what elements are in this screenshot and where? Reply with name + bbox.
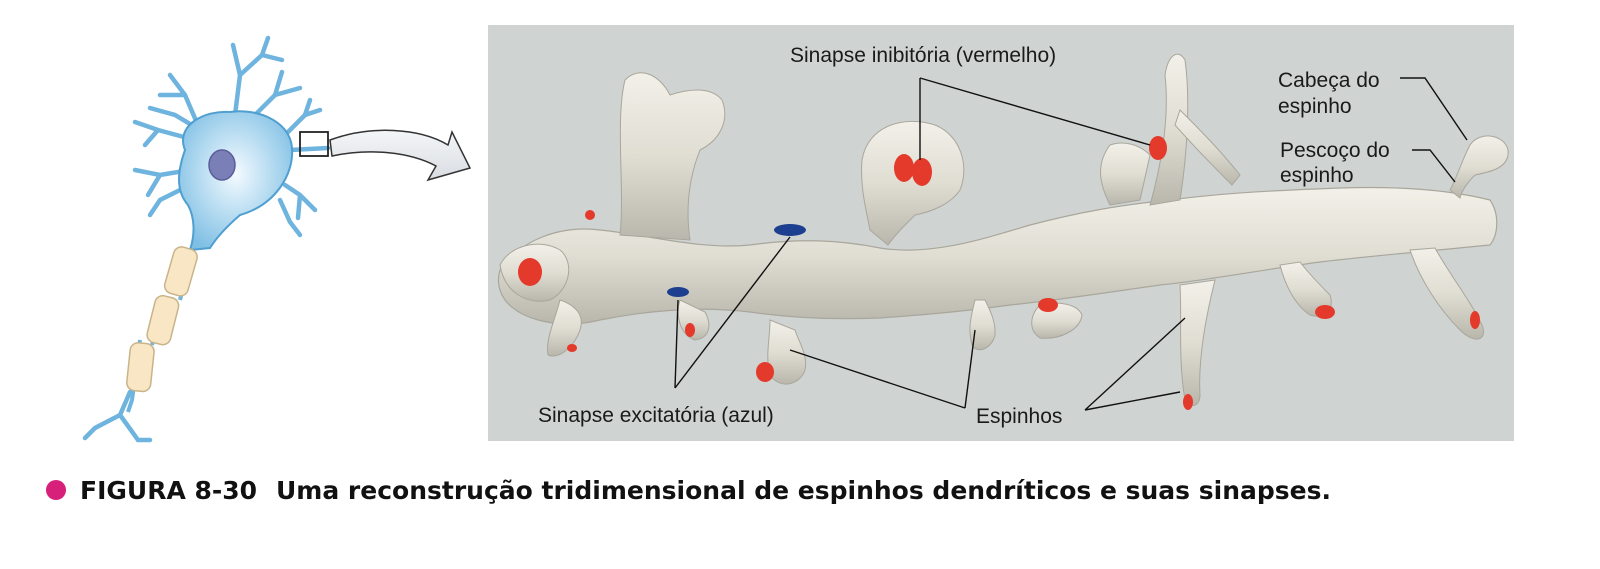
excitatory-synapses xyxy=(667,224,806,297)
leader-head xyxy=(1400,77,1468,141)
inhibitory-synapse xyxy=(756,362,774,382)
dendrite-shaft xyxy=(497,186,1498,325)
spine xyxy=(861,120,965,246)
leader-excitatory xyxy=(674,236,791,389)
inhibitory-synapse xyxy=(894,154,914,182)
neuron-illustration xyxy=(82,35,331,443)
label-spine-neck-line2: espinho xyxy=(1280,164,1354,187)
leader-spines xyxy=(789,317,1186,411)
inhibitory-synapse xyxy=(567,344,577,352)
myelin-segment xyxy=(126,342,155,393)
leader-neck xyxy=(1412,149,1456,183)
inhibitory-synapse xyxy=(1149,136,1167,160)
label-spine-head-line1: Cabeça do xyxy=(1278,69,1380,92)
spine xyxy=(1409,247,1484,340)
label-spine-neck-line1: Pescoço do xyxy=(1280,139,1390,162)
spine xyxy=(1449,135,1509,199)
myelin-segment xyxy=(146,294,180,346)
zoom-box xyxy=(299,131,329,157)
axon-terminals xyxy=(82,389,153,443)
excitatory-synapse xyxy=(667,287,689,297)
inhibitory-synapse xyxy=(585,210,595,220)
label-inhibitory-synapse: Sinapse inibitória (vermelho) xyxy=(790,44,1056,67)
inhibitory-synapse xyxy=(1038,298,1058,312)
soma xyxy=(178,110,294,252)
caption-bullet xyxy=(46,480,66,500)
spine xyxy=(546,299,582,357)
inhibitory-synapse xyxy=(685,323,695,337)
dendrites xyxy=(132,35,331,238)
spine xyxy=(969,299,996,351)
label-spine-head-line2: espinho xyxy=(1278,95,1352,118)
excitatory-synapse xyxy=(774,224,806,236)
spine xyxy=(1100,142,1151,206)
leader-lines xyxy=(674,77,1468,411)
inhibitory-synapse xyxy=(518,258,542,286)
caption-number: FIGURA 8-30 xyxy=(80,476,257,505)
spine xyxy=(1179,279,1216,406)
reconstruction-panel: Sinapse inibitória (vermelho) Sinapse ex… xyxy=(488,25,1514,441)
label-excitatory-synapse: Sinapse excitatória (azul) xyxy=(538,404,774,427)
myelin-segment xyxy=(163,246,198,297)
zoom-arrow xyxy=(329,129,472,182)
label-spines: Espinhos xyxy=(976,405,1062,428)
axon xyxy=(82,246,198,443)
spine xyxy=(1031,302,1083,339)
labels: Sinapse inibitória (vermelho) Sinapse ex… xyxy=(538,44,1390,428)
caption: FIGURA 8-30 Uma reconstrução tridimensio… xyxy=(46,476,1331,505)
leader-inhibitory xyxy=(919,77,1151,160)
spine xyxy=(619,72,726,241)
spine xyxy=(1174,109,1241,186)
nucleus xyxy=(208,149,236,181)
inhibitory-synapse xyxy=(1315,305,1335,319)
spine xyxy=(767,319,807,385)
inhibitory-synapse xyxy=(912,158,932,186)
inhibitory-synapses xyxy=(518,136,1480,410)
inhibitory-synapse xyxy=(1183,394,1193,410)
inhibitory-synapse xyxy=(1470,311,1480,329)
caption-text: Uma reconstrução tridimensional de espin… xyxy=(276,476,1331,505)
dendrite-reconstruction xyxy=(497,53,1509,410)
